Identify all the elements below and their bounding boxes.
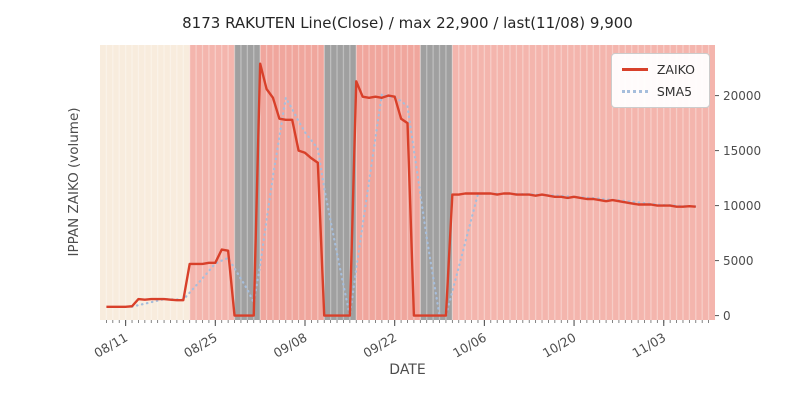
legend-entry-sma5: SMA5: [621, 84, 695, 99]
legend-label-zaiko: ZAIKO: [656, 62, 695, 77]
y-tick-label: 0: [723, 309, 731, 323]
plot-band: [100, 45, 190, 320]
x-tick-label: 11/03: [630, 330, 669, 361]
x-tick-label: 10/06: [450, 330, 489, 361]
y-tick-label: 10000: [723, 199, 761, 213]
sma5-line-sample: [621, 90, 648, 93]
x-tick-label: 08/11: [91, 330, 130, 361]
zaiko-line-sample: [621, 68, 648, 71]
y-tick-label: 15000: [723, 144, 761, 158]
legend-entry-zaiko: ZAIKO: [621, 62, 695, 77]
plot-band: [260, 45, 325, 320]
x-tick-label: 09/08: [271, 330, 310, 361]
chart-title: 8173 RAKUTEN Line(Close) / max 22,900 / …: [182, 14, 633, 32]
zaiko-line: [106, 62, 696, 317]
x-axis-label: DATE: [389, 362, 426, 378]
y-tick-label: 20000: [723, 89, 761, 103]
sma5-line: [130, 92, 697, 317]
y-axis-label: IPPAN ZAIKO (volume): [66, 107, 82, 257]
legend-label-sma5: SMA5: [656, 84, 693, 99]
x-tick-label: 10/20: [540, 330, 579, 361]
x-tick-label: 08/25: [181, 330, 220, 361]
plot-band: [189, 45, 235, 320]
y-tick-label: 5000: [723, 254, 754, 268]
legend: ZAIKO SMA5: [610, 53, 710, 108]
x-tick-label: 09/22: [360, 330, 399, 361]
